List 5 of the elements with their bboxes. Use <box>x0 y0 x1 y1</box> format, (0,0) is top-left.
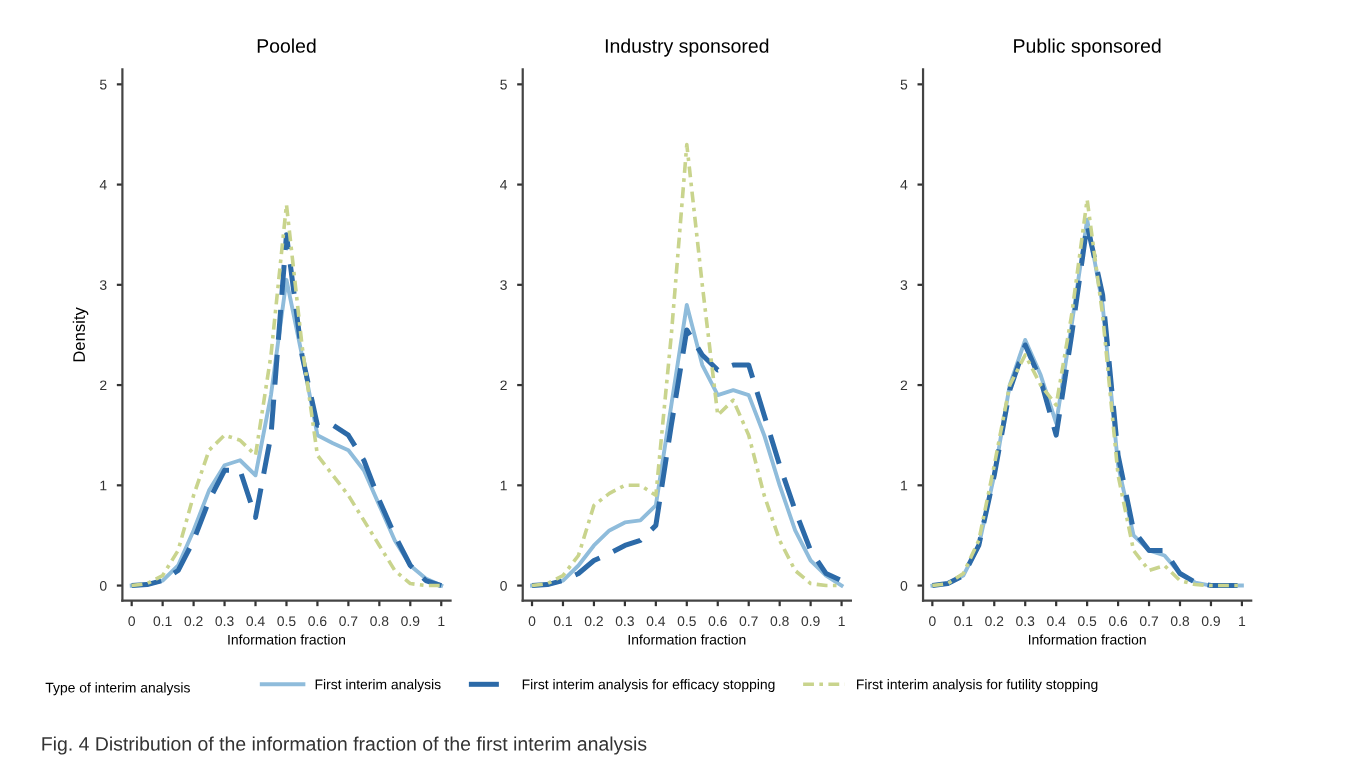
chart-title: Public sponsored <box>1014 38 1161 57</box>
chart-title: Pooled <box>257 38 316 53</box>
chart-title: Industry sponsored <box>605 38 769 57</box>
caption: Fig. 4 Distribution of the information fraction of the first interim analysis <box>42 736 647 755</box>
y-axis-title: Density <box>72 307 89 362</box>
